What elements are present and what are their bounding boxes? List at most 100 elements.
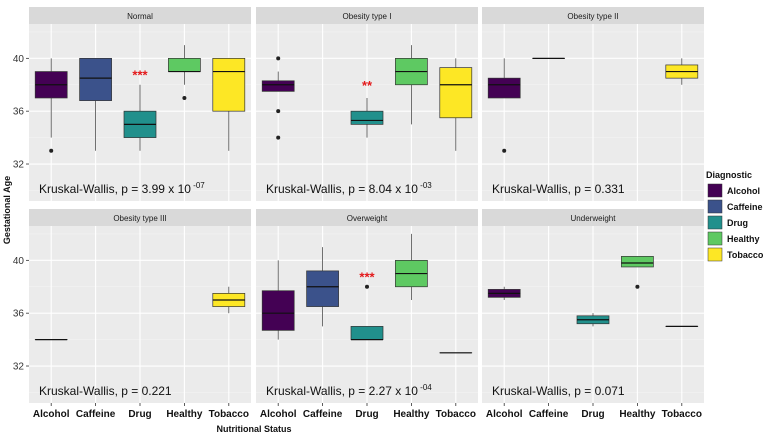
- y-tick-label: 32: [13, 160, 25, 171]
- box-iqr: [350, 326, 384, 340]
- box-healthy: [621, 256, 654, 289]
- y-tick-label: 36: [13, 107, 25, 118]
- box-alcohol: [487, 58, 521, 153]
- legend-title: Diagnostic: [706, 170, 752, 180]
- box-tobacco: [212, 57, 246, 151]
- legend: Alcohol Caffeine Drug Healthy Tobacco: [707, 183, 764, 262]
- box-iqr: [261, 80, 295, 92]
- panel-strip-title: Normal: [127, 12, 153, 21]
- kw-text-main: Kruskal-Wallis, p = 0.221: [39, 384, 172, 398]
- box-tobacco: [665, 58, 699, 85]
- x-tick-label: Caffeine: [76, 409, 116, 420]
- significance-label: ***: [359, 269, 375, 284]
- kw-text-main: Kruskal-Wallis, p = 0.331: [492, 182, 625, 196]
- panel-overweight: Overweight *** Kruskal-Wallis, p = 2.27 x …: [256, 209, 478, 420]
- kw-exponent: -07: [191, 181, 205, 190]
- outlier-point: [635, 284, 640, 289]
- kw-text-main: Kruskal-Wallis, p = 3.99 x 10: [39, 182, 191, 196]
- x-tick-label: Caffeine: [303, 409, 343, 420]
- kw-exponent: -03: [418, 181, 432, 190]
- panel-underweight: Underweight Kruskal-Wallis, p = 0.071 Alco…: [482, 209, 704, 420]
- box-alcohol: [487, 286, 521, 300]
- panel-obesity-type-i: Obesity type I ** Kruskal-Wallis, p = 8.04…: [256, 7, 478, 201]
- legend-label-alcohol: Alcohol: [727, 186, 760, 196]
- panel-strip: [256, 209, 478, 226]
- x-tick-label: Drug: [581, 409, 604, 420]
- box-iqr: [350, 110, 384, 125]
- outlier-point: [365, 284, 369, 289]
- panel-strip-title: Obesity type II: [567, 12, 618, 21]
- kruskal-wallis-label: Kruskal-Wallis, p = 3.99 x 10 -07: [39, 181, 205, 196]
- box-iqr: [168, 57, 201, 72]
- panel-strip: [482, 7, 704, 24]
- box-alcohol: [261, 56, 295, 140]
- box-drug: [350, 284, 384, 341]
- x-tick-label: Tobacco: [662, 409, 702, 420]
- x-tick-label: Alcohol: [486, 409, 523, 420]
- x-tick-label: Alcohol: [260, 409, 297, 420]
- legend-key-caffeine: [707, 199, 723, 214]
- box-iqr: [212, 57, 246, 112]
- x-tick-label: Alcohol: [33, 409, 70, 420]
- panel-strip: [29, 209, 251, 226]
- panel-strip-title: Obesity type III: [113, 214, 166, 223]
- y-tick-label: 32: [13, 362, 25, 373]
- panel-normal: Normal *** Kruskal-Wallis, p = 3.99 x 10 -…: [13, 7, 251, 201]
- x-tick-label: Healthy: [619, 409, 656, 420]
- x-tick-label: Caffeine: [529, 409, 569, 420]
- box-caffeine: [306, 247, 339, 327]
- outlier-point: [502, 148, 507, 153]
- outlier-point: [276, 109, 281, 114]
- legend-key-drug: [707, 215, 723, 230]
- box-iqr: [621, 256, 654, 268]
- kw-text-main: Kruskal-Wallis, p = 8.04 x 10: [266, 182, 418, 196]
- x-axis-title: Nutritional Status: [216, 424, 291, 434]
- box-alcohol: [261, 260, 295, 340]
- outlier-point: [182, 95, 187, 100]
- kw-text-main: Kruskal-Wallis, p = 0.071: [492, 384, 625, 398]
- legend-label-caffeine: Caffeine: [727, 202, 763, 212]
- box-healthy: [395, 233, 428, 300]
- box-iqr: [79, 57, 112, 101]
- legend-label-tobacco: Tobacco: [727, 250, 764, 260]
- panel-strip: [482, 209, 704, 226]
- box-tobacco: [439, 58, 473, 151]
- panel-strip: [29, 7, 251, 24]
- outlier-point: [276, 56, 281, 61]
- kw-text-main: Kruskal-Wallis, p = 2.27 x 10: [266, 384, 418, 398]
- y-tick-label: 40: [13, 256, 25, 267]
- box-iqr: [439, 67, 473, 119]
- x-tick-label: Healthy: [393, 409, 430, 420]
- kruskal-wallis-label: Kruskal-Wallis, p = 8.04 x 10 -03: [266, 181, 432, 196]
- panel-obesity-type-ii: Obesity type II Kruskal-Wallis, p = 0.331: [482, 7, 704, 201]
- panel-strip-title: Obesity type I: [343, 12, 392, 21]
- legend-label-drug: Drug: [727, 218, 748, 228]
- x-tick-label: Tobacco: [436, 409, 476, 420]
- kruskal-wallis-label: Kruskal-Wallis, p = 0.331: [492, 182, 625, 196]
- y-tick-label: 40: [13, 54, 25, 65]
- panel-strip-title: Underweight: [571, 214, 617, 223]
- kw-exponent: -04: [418, 383, 432, 392]
- box-healthy: [168, 45, 201, 100]
- box-drug: [350, 97, 384, 138]
- y-tick-label: 36: [13, 309, 25, 320]
- facet-panels: Normal *** Kruskal-Wallis, p = 3.99 x 10 -…: [13, 7, 704, 420]
- legend-label-healthy: Healthy: [727, 234, 760, 244]
- box-tobacco: [212, 286, 246, 314]
- panel-obesity-type-iii: Obesity type III Kruskal-Wallis, p = 0.22…: [13, 209, 251, 420]
- legend-key-tobacco: [707, 247, 723, 262]
- x-tick-label: Tobacco: [209, 409, 249, 420]
- legend-key-healthy: [707, 231, 723, 246]
- box-iqr: [487, 77, 521, 99]
- panel-strip: [256, 7, 478, 24]
- box-iqr: [306, 270, 339, 307]
- x-tick-label: Drug: [355, 409, 378, 420]
- x-tick-label: Drug: [128, 409, 151, 420]
- box-iqr: [261, 290, 295, 331]
- y-axis-title: Gestational Age: [2, 176, 12, 244]
- panel-strip-title: Overweight: [347, 214, 388, 223]
- box-drug: [576, 313, 610, 327]
- outlier-point: [276, 135, 281, 140]
- box-caffeine: [79, 57, 112, 151]
- box-drug: [123, 84, 157, 151]
